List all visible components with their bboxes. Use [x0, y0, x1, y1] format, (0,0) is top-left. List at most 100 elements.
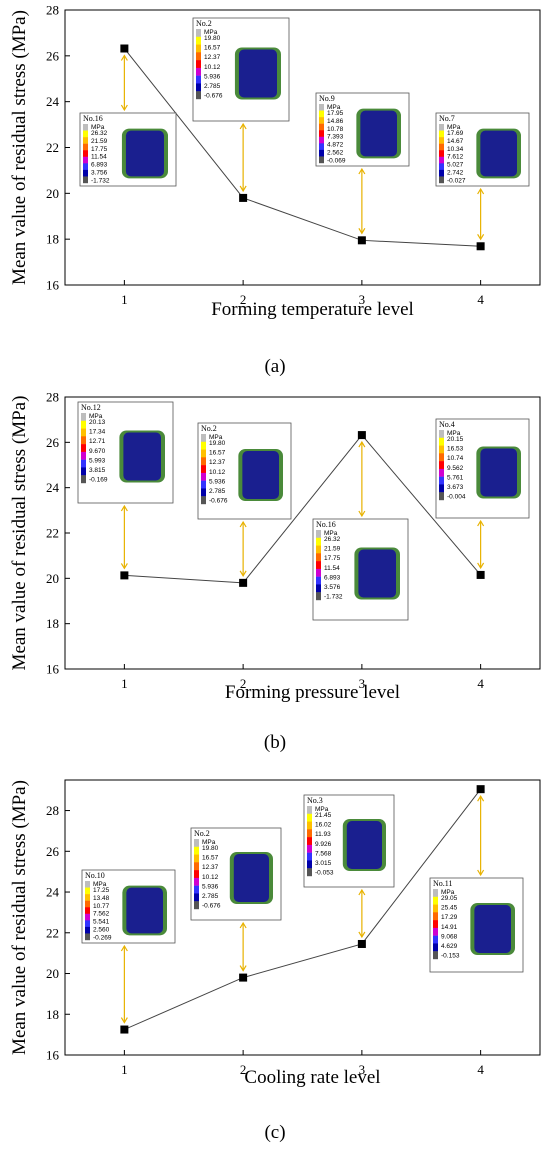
- part-body: [480, 448, 517, 497]
- inset-title: No.2: [194, 829, 210, 838]
- scale-unit: MPa: [209, 434, 223, 441]
- y-tick-label: 26: [46, 844, 60, 859]
- annotation-arrowhead: [239, 570, 247, 578]
- scale-value: -0.269: [93, 934, 112, 941]
- scale-swatch: [433, 904, 438, 913]
- scale-swatch: [319, 136, 324, 144]
- panel-label: (b): [264, 732, 286, 753]
- scale-value: -1.732: [324, 594, 343, 601]
- scale-swatch: [81, 436, 86, 445]
- scale-swatch: [316, 561, 321, 570]
- scale-swatch: [85, 913, 90, 921]
- scale-swatch: [307, 844, 312, 853]
- x-tick-label: 1: [121, 676, 128, 691]
- scale-value: 4.872: [327, 142, 344, 149]
- scale-value: -0.676: [209, 498, 228, 505]
- scale-swatch: [319, 143, 324, 151]
- scale-value: 12.37: [209, 459, 226, 466]
- scale-value: 20.13: [89, 419, 106, 426]
- part-body: [123, 432, 161, 481]
- part-body: [238, 49, 277, 98]
- annotation-arrowhead: [477, 869, 485, 877]
- inset-title: No.11: [433, 879, 452, 888]
- scale-swatch: [83, 169, 88, 177]
- scale-value: 19.80: [204, 35, 221, 42]
- y-tick-label: 24: [46, 885, 60, 900]
- y-tick-label: 20: [46, 966, 59, 981]
- scale-value: 3.756: [91, 170, 108, 177]
- x-tick-label: 4: [477, 292, 484, 307]
- scale-swatch: [439, 150, 444, 157]
- scale-value: 17.25: [93, 887, 110, 894]
- scale-swatch: [307, 829, 312, 838]
- scale-swatch: [201, 496, 206, 505]
- scale-swatch: [433, 889, 438, 897]
- scale-swatch: [307, 821, 312, 830]
- data-point: [476, 242, 485, 251]
- annotation-arrowhead: [239, 921, 247, 929]
- scale-value: 7.568: [315, 850, 332, 857]
- annotation-arrowhead: [477, 562, 485, 570]
- data-point: [239, 578, 248, 587]
- data-point: [476, 785, 485, 794]
- scale-swatch: [439, 169, 444, 177]
- scale-swatch: [319, 117, 324, 124]
- annotation-arrowhead: [120, 1017, 128, 1024]
- x-tick-label: 2: [240, 676, 247, 691]
- scale-swatch: [201, 449, 206, 458]
- scale-value: 21.59: [324, 546, 341, 553]
- scale-swatch: [319, 123, 324, 131]
- x-tick-label: 3: [359, 676, 366, 691]
- chart-panel-3: 16 18 20 22 24 26 28 1 2 3 4 Cooling rate level Mean…: [9, 779, 541, 1143]
- scale-swatch: [439, 124, 444, 131]
- inset-title: No.12: [81, 403, 101, 412]
- scale-swatch: [194, 862, 199, 871]
- scale-swatch: [439, 130, 444, 138]
- annotation-arrowhead: [239, 520, 247, 528]
- scale-swatch: [319, 110, 324, 118]
- data-point: [120, 1025, 129, 1034]
- scale-value: 19.80: [202, 845, 219, 852]
- scale-value: 3.576: [324, 584, 341, 591]
- scale-unit: MPa: [315, 806, 329, 813]
- scale-value: 9.562: [447, 465, 464, 472]
- scale-swatch: [196, 36, 201, 45]
- scale-swatch: [81, 428, 86, 437]
- contour-inset: No.7MPa17.6914.6710.347.6125.0272.742-0.…: [435, 112, 530, 187]
- annotation-arrowhead: [239, 185, 247, 193]
- scale-value: 2.785: [202, 893, 219, 900]
- y-tick-label: 16: [46, 278, 60, 293]
- scale-swatch: [433, 927, 438, 936]
- y-tick-label: 26: [46, 435, 60, 450]
- scale-swatch: [439, 143, 444, 151]
- scale-swatch: [83, 137, 88, 144]
- annotation-arrowhead: [477, 519, 485, 527]
- part-body: [358, 549, 396, 598]
- scale-swatch: [85, 920, 90, 928]
- scale-value: 9.670: [89, 448, 106, 455]
- scale-swatch: [201, 472, 206, 481]
- scale-unit: MPa: [204, 29, 218, 36]
- scale-swatch: [319, 149, 324, 157]
- scale-value: -0.676: [204, 93, 223, 100]
- annotation-arrowhead: [120, 54, 128, 61]
- scale-value: 5.936: [209, 478, 226, 485]
- inset-title: No.4: [439, 420, 455, 429]
- scale-value: 25.45: [441, 905, 458, 912]
- scale-swatch: [81, 475, 86, 484]
- scale-swatch: [83, 124, 88, 131]
- x-axis-title: Cooling rate level: [244, 1067, 380, 1088]
- y-tick-label: 18: [46, 1007, 59, 1022]
- scale-swatch: [439, 461, 444, 470]
- x-tick-label: 3: [359, 1062, 366, 1077]
- annotation-arrowhead: [358, 167, 366, 175]
- inset-title: No.2: [196, 19, 212, 28]
- scale-value: -0.053: [315, 870, 334, 877]
- scale-value: 11.54: [324, 565, 340, 572]
- scale-value: 26.32: [324, 536, 341, 543]
- scale-swatch: [316, 530, 321, 538]
- scale-value: 11.54: [91, 154, 107, 161]
- part-body: [474, 905, 511, 953]
- scale-swatch: [194, 877, 199, 886]
- scale-unit: MPa: [324, 530, 338, 537]
